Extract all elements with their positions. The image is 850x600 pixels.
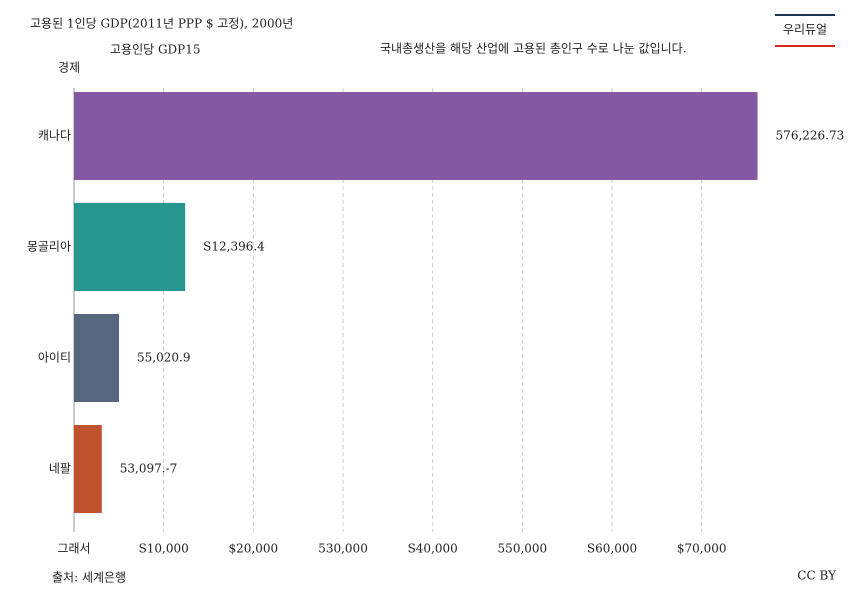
category-label: 몽골리아 (27, 240, 71, 254)
category-label: 캐나다 (38, 129, 71, 143)
x-tick-label: S10,000 (139, 542, 189, 556)
license: CC BY (797, 569, 837, 583)
bar (74, 314, 120, 402)
y-axis-label: 경제 (58, 61, 80, 75)
value-label: 53,097.-7 (120, 462, 178, 476)
x-tick-label: S40,000 (408, 542, 458, 556)
subtitle: 고용인당 GDP15 (110, 43, 201, 57)
logo-bar (775, 45, 835, 47)
logo-bar (775, 14, 835, 16)
category-label: 아이티 (38, 351, 71, 365)
value-label: 576,226.73 (776, 129, 845, 143)
x-tick-label: $70,000 (677, 542, 727, 556)
x-tick-label: 550,000 (498, 542, 548, 556)
x-tick-label: 530,000 (318, 542, 368, 556)
x-tick-label: $20,000 (229, 542, 279, 556)
bar (74, 92, 758, 180)
logo: 우리듀얼 (783, 23, 827, 37)
x-tick-label: S60,000 (587, 542, 637, 556)
category-label: 네팔 (49, 462, 71, 476)
source: 출처: 세계은행 (52, 570, 126, 585)
bar (74, 425, 102, 513)
x-tick-label: 그래서 (57, 542, 90, 556)
value-label: S12,396.4 (203, 240, 265, 254)
description: 국내총생산을 해당 산업에 고용된 총인구 수로 나눈 값입니다. (380, 42, 687, 56)
value-label: 55,020.9 (137, 351, 190, 365)
bar (74, 203, 186, 291)
chart-title: 고용된 1인당 GDP(2011년 PPP $ 고정), 2000년 (30, 17, 293, 31)
